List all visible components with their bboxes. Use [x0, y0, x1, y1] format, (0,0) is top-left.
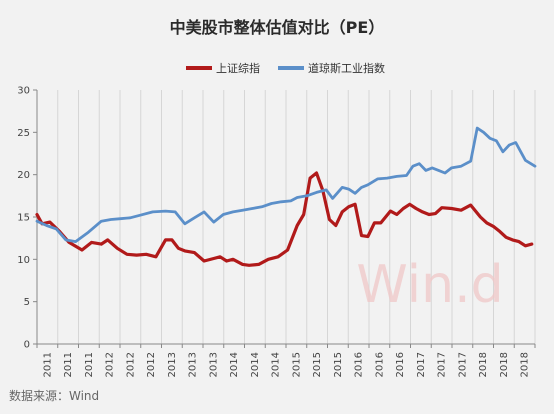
grid [36, 90, 536, 344]
y-tick-label: 30 [17, 86, 30, 97]
legend-label-shanghai: 上证综指 [216, 61, 260, 75]
x-tick-label: 2011 [42, 352, 53, 377]
x-tick-label: 2014 [271, 352, 282, 377]
x-tick-label: 2012 [105, 352, 116, 377]
x-tick-label: 2014 [250, 352, 261, 377]
watermark: Win.d [356, 255, 503, 315]
chart-title: 中美股市整体估值对比（PE） [170, 18, 385, 37]
y-tick-label: 5 [24, 297, 30, 308]
source-note: 数据来源：Wind [9, 388, 99, 403]
y-tick-label: 20 [17, 170, 30, 181]
axes: 2011 2011 2011 2012 2012 2012 2013 2013 2013 2014… [17, 86, 536, 377]
series-lines [35, 126, 537, 267]
x-tick-label: 2012 [146, 352, 157, 377]
x-tick-label: 2018 [520, 352, 531, 377]
x-tick-label: 2017 [457, 352, 468, 377]
x-tick-label: 2016 [395, 352, 406, 377]
x-tick-label: 2013 [167, 352, 178, 377]
x-tick-label: 2017 [416, 352, 427, 377]
y-tick-label: 15 [17, 213, 30, 224]
x-tick-label: 2011 [84, 352, 95, 377]
x-tick-label: 2014 [229, 352, 240, 377]
x-tick-label: 2015 [291, 352, 302, 377]
series-line-shanghai [35, 171, 534, 267]
y-tick-label: 25 [17, 128, 30, 139]
x-tick-label: 2016 [374, 352, 385, 377]
x-tick-label: 2015 [333, 352, 344, 377]
x-tick-label: 2013 [208, 352, 219, 377]
x-tick-label: 2016 [354, 352, 365, 377]
legend: 上证综指 道琼斯工业指数 [186, 61, 385, 75]
legend-label-dowjones: 道琼斯工业指数 [308, 61, 385, 75]
x-tick-label: 2018 [478, 352, 489, 377]
x-tick-label: 2017 [437, 352, 448, 377]
x-tick-label: 2012 [125, 352, 136, 377]
y-tick-label: 10 [17, 255, 30, 266]
series-line-dowjones [35, 126, 537, 244]
x-tick-label: 2011 [63, 352, 74, 377]
y-tick-label: 0 [24, 340, 30, 351]
x-tick-label: 2015 [312, 352, 323, 377]
x-tick-label: 2013 [188, 352, 199, 377]
x-tick-label: 2018 [499, 352, 510, 377]
